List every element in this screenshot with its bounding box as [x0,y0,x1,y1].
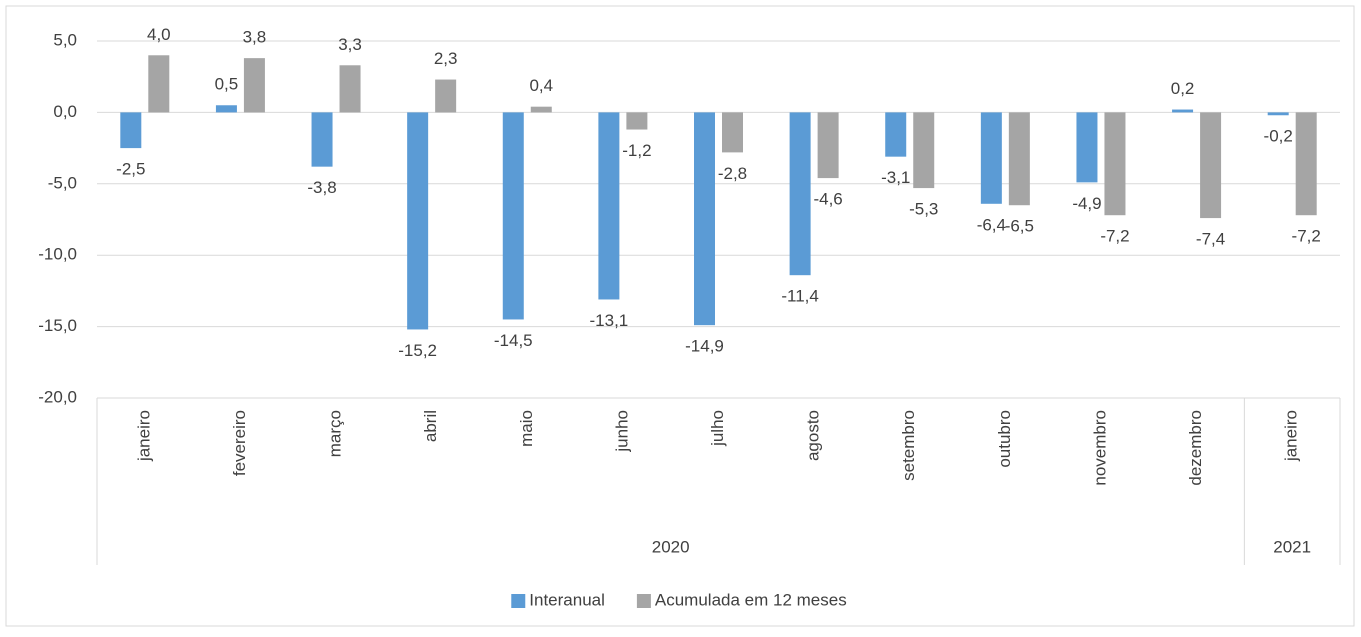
data-label: -0,2 [1264,127,1293,146]
data-label: 0,5 [215,75,239,94]
x-tick-label: maio [517,410,536,447]
data-label: -2,5 [116,160,145,179]
bar [1295,112,1317,216]
bar [817,112,839,179]
bar [1172,109,1194,113]
x-tick-label: setembro [899,410,918,481]
bar [1076,112,1098,183]
bar [980,112,1002,204]
data-label: -4,6 [813,190,842,209]
x-tick-label: outubro [995,410,1014,468]
bar [1200,112,1222,219]
bar [913,112,935,189]
data-label: -6,4 [977,215,1006,234]
x-tick-label: dezembro [1186,410,1205,486]
legend-label: Interanual [529,590,605,609]
bar [694,112,715,326]
data-label: -3,1 [881,168,910,187]
data-label: -4,9 [1072,194,1101,213]
bar [626,112,648,130]
bar [148,55,170,113]
bar [598,112,620,300]
x-tick-label: julho [708,410,727,447]
data-label: -5,3 [909,200,938,219]
bar [215,105,237,113]
x-tick-label: março [326,410,345,457]
data-label: 0,4 [529,76,553,95]
data-label: -6,5 [1005,217,1034,236]
data-label: 0,2 [1171,79,1195,98]
x-tick-label: fevereiro [230,410,249,476]
y-tick-label: -20,0 [38,387,77,406]
data-label: 3,3 [338,35,362,54]
bar [243,58,265,113]
data-label: 3,8 [243,28,267,47]
data-label: 2,3 [434,49,458,68]
y-tick-label: 5,0 [53,30,77,49]
bar [1267,112,1289,116]
bar [885,112,907,157]
y-tick-label: 0,0 [53,102,77,121]
group-label: 2020 [652,537,690,556]
bar [789,112,811,276]
data-label: -13,1 [590,311,629,330]
x-tick-label: abril [421,410,440,442]
bar [435,79,457,113]
bar [120,112,142,149]
x-tick-label: novembro [1090,410,1109,486]
bar [339,65,361,113]
data-label: -14,9 [685,337,724,356]
x-tick-label: janeiro [134,410,153,462]
data-label: -7,4 [1196,230,1225,249]
legend-swatch [511,594,526,608]
legend-swatch [636,594,651,608]
bar [1104,112,1126,216]
x-tick-label: agosto [804,410,823,461]
bar [502,112,524,320]
x-tick-label: junho [612,410,631,453]
data-label: -3,8 [307,178,336,197]
bar [407,112,429,330]
data-label: -11,4 [781,287,819,306]
x-tick-label: janeiro [1282,410,1301,462]
data-label: -14,5 [494,331,533,350]
y-tick-label: -15,0 [38,316,77,335]
bar [530,106,552,113]
bar [311,112,333,167]
legend-label: Acumulada em 12 meses [655,590,847,609]
data-label: -7,2 [1292,227,1321,246]
data-label: -7,2 [1100,227,1129,246]
chart-border [5,5,1355,627]
data-label: 4,0 [147,25,171,44]
y-tick-label: -10,0 [38,245,77,264]
bar [722,112,743,153]
data-label: -15,2 [398,341,437,360]
data-label: -1,2 [622,141,651,160]
group-label: 2021 [1273,537,1311,556]
data-label: -2,8 [718,164,747,183]
y-tick-label: -5,0 [48,173,77,192]
bar [1008,112,1030,206]
